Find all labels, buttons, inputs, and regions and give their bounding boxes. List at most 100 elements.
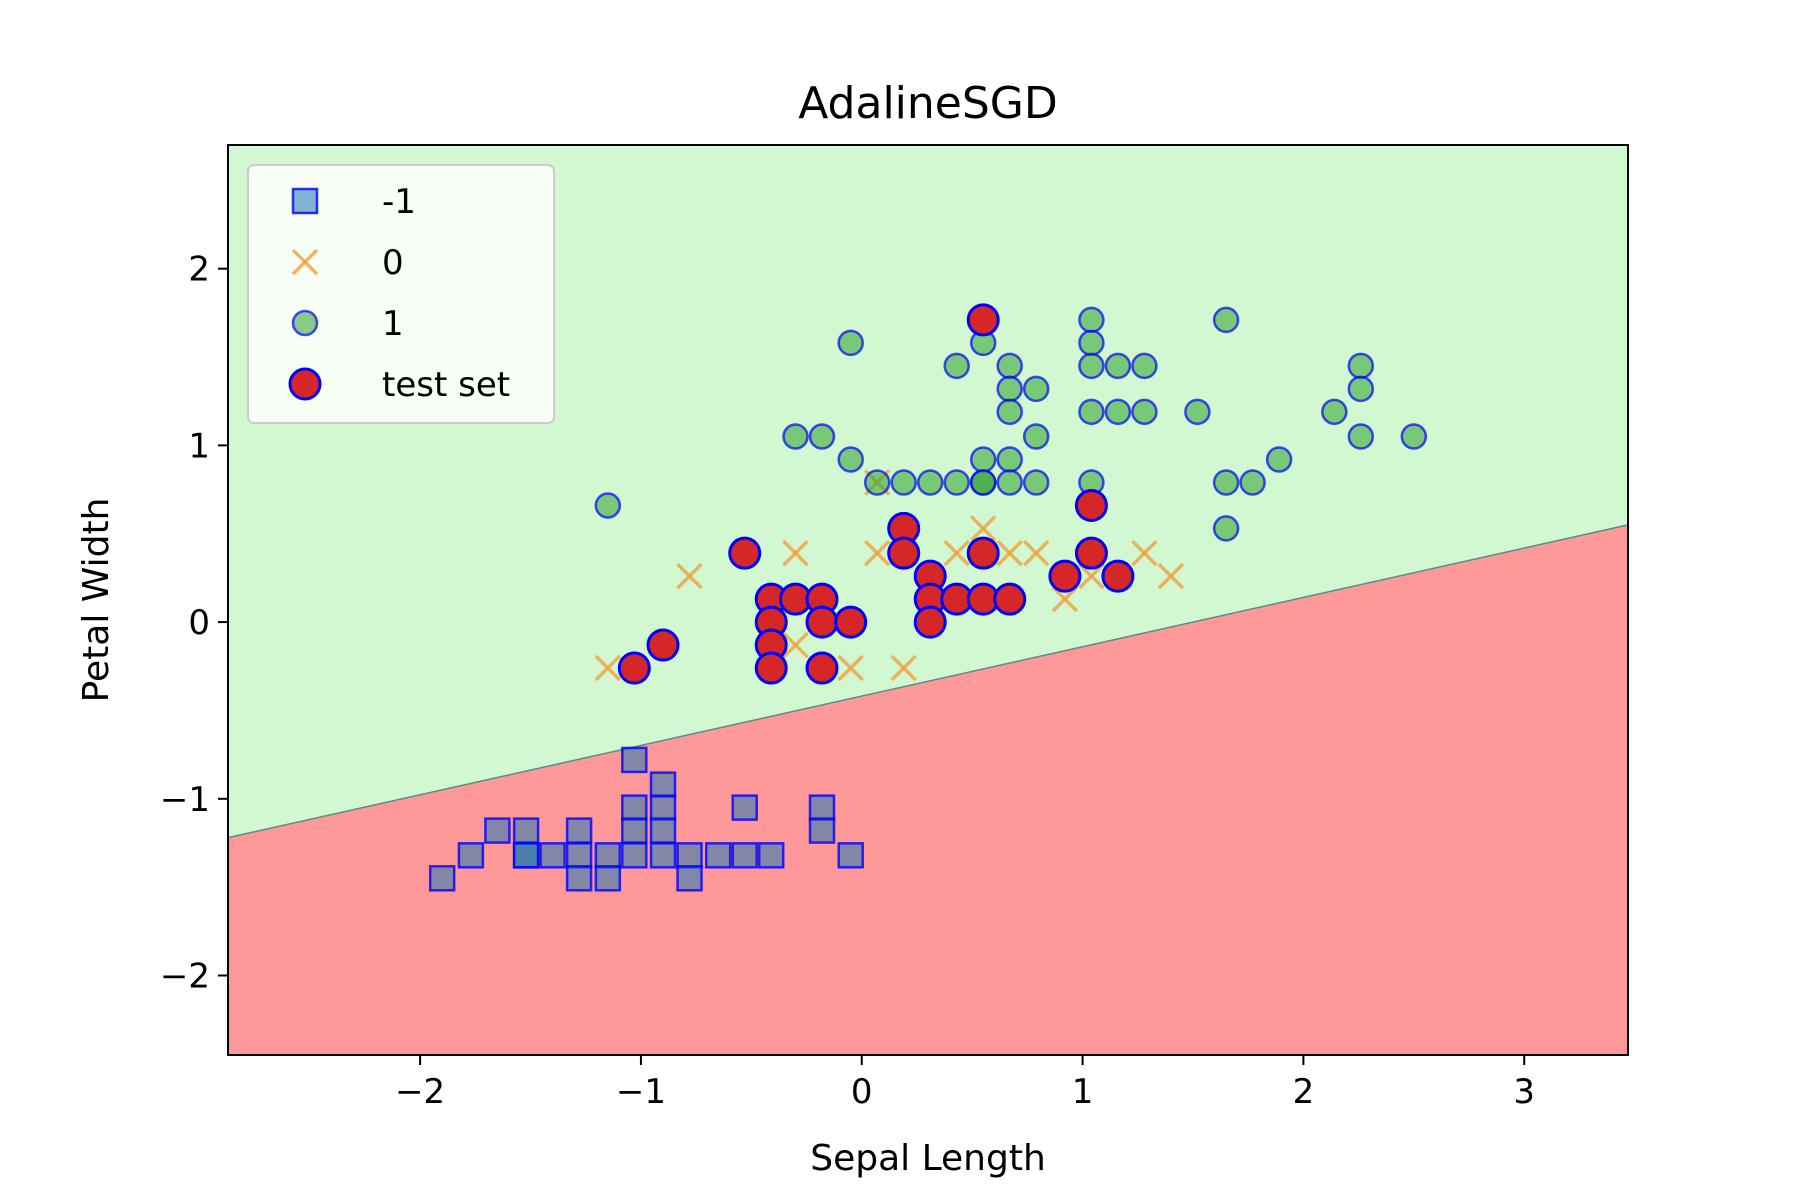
point-0-15	[621, 842, 648, 869]
point-1-16	[1131, 539, 1158, 567]
point-1-14	[1051, 585, 1079, 613]
point-1-9	[943, 539, 970, 567]
point-2-15	[996, 375, 1023, 403]
decision-boundary-line	[227, 524, 1629, 839]
point-0-8	[565, 842, 593, 869]
legend: -1 0 1 test set	[247, 164, 555, 424]
point-0-12	[621, 746, 648, 774]
point-0-13	[621, 794, 648, 821]
point-2-0	[594, 492, 622, 519]
point-3-13	[887, 536, 921, 570]
point-1-4	[837, 654, 864, 682]
point-0-24	[731, 842, 758, 869]
point-0-25	[757, 842, 785, 869]
point-3-1	[646, 628, 680, 662]
chart-title: AdalineSGD	[798, 78, 1058, 129]
point-2-19	[1022, 375, 1050, 403]
point-0-3	[512, 817, 540, 844]
point-1-10	[969, 515, 997, 542]
legend-item: 0	[291, 243, 404, 283]
point-2-37	[1321, 398, 1348, 426]
point-0-17	[649, 794, 677, 821]
x-tick-label: −1	[616, 1072, 666, 1112]
point-0-10	[594, 842, 622, 869]
x-tick-label: 1	[1072, 1072, 1094, 1112]
region-lower	[228, 524, 1628, 1055]
x-axis-ticks: −2 −1 0 1 2 3	[395, 1055, 1535, 1112]
point-1-3	[782, 631, 809, 659]
point-2-7	[916, 469, 944, 496]
point-2-41	[1400, 423, 1428, 450]
y-tick-label: 2	[188, 250, 210, 290]
point-0-18	[649, 817, 677, 844]
series-3	[617, 303, 1135, 685]
point-2-4	[837, 446, 864, 473]
y-tick-label: 1	[188, 426, 210, 466]
point-0-9	[565, 865, 593, 892]
point-0-28	[837, 842, 864, 869]
point-0-16	[649, 771, 677, 798]
series-0	[428, 746, 864, 892]
point-2-6	[890, 469, 917, 496]
point-1-12	[996, 539, 1023, 567]
point-2-14	[996, 352, 1023, 380]
point-0-1	[457, 842, 485, 869]
point-0-0	[428, 865, 456, 892]
point-2-34	[1212, 515, 1240, 542]
point-2-32	[1212, 306, 1240, 334]
point-0-20	[676, 842, 703, 869]
point-0-6	[539, 842, 566, 869]
point-2-2	[808, 423, 836, 450]
point-2-17	[996, 446, 1023, 473]
point-3-9	[805, 605, 839, 639]
point-2-36	[1265, 446, 1293, 473]
legend-item: -1	[291, 182, 416, 222]
point-2-13	[969, 469, 997, 496]
point-2-39	[1347, 375, 1375, 403]
point-3-16	[913, 605, 947, 639]
point-1-17	[1157, 562, 1185, 590]
point-2-25	[1078, 398, 1105, 426]
point-3-25	[1101, 559, 1135, 593]
point-1-1	[676, 562, 703, 590]
point-1-15	[1078, 562, 1105, 590]
point-3-24	[1074, 536, 1108, 570]
legend-label: 0	[382, 243, 404, 283]
point-0-27	[808, 817, 836, 844]
point-0-7	[565, 817, 593, 844]
point-3-11	[834, 605, 868, 639]
point-0-23	[731, 794, 758, 821]
point-2-28	[1104, 398, 1132, 426]
point-1-13	[1022, 539, 1050, 567]
point-0-22	[704, 842, 732, 869]
point-3-2	[728, 536, 762, 570]
point-1-8	[890, 654, 917, 682]
point-2-24	[1078, 352, 1105, 380]
y-tick-label: −1	[160, 780, 210, 820]
point-0-14	[621, 817, 648, 844]
point-0-21	[676, 865, 703, 892]
y-tick-label: 0	[188, 603, 210, 643]
point-2-33	[1212, 469, 1240, 496]
series-2	[594, 306, 1428, 542]
legend-item: test set	[288, 365, 510, 405]
point-2-29	[1131, 352, 1158, 380]
x-tick-label: 2	[1293, 1072, 1315, 1112]
point-2-22	[1078, 306, 1105, 334]
plot-frame	[227, 144, 1629, 1056]
point-2-9	[943, 352, 970, 380]
legend-label: 1	[382, 304, 404, 344]
point-legend-1	[291, 248, 319, 276]
point-3-23	[1074, 488, 1108, 522]
point-2-35	[1239, 469, 1266, 496]
point-2-11	[969, 446, 997, 473]
point-0-5	[512, 842, 540, 869]
x-tick-label: 0	[851, 1072, 873, 1112]
point-legend-2	[291, 309, 319, 337]
point-0-11	[594, 865, 622, 892]
y-axis-ticks: −2 −1 0 1 2	[160, 250, 228, 996]
point-2-16	[996, 398, 1023, 426]
point-legend-3	[288, 367, 322, 401]
point-3-6	[754, 651, 788, 685]
